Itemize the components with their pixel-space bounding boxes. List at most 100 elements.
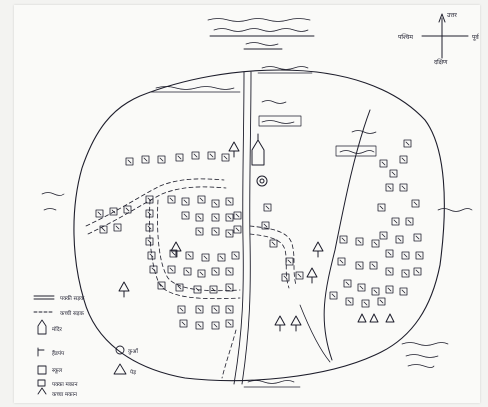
house-mark xyxy=(213,323,218,328)
tree-icon xyxy=(170,241,182,258)
legend-label-8: पेड़ xyxy=(130,369,136,376)
hamlet-label-east xyxy=(335,130,377,157)
house-icon xyxy=(225,197,234,206)
house-mark xyxy=(125,207,130,212)
area-label-upper xyxy=(258,100,302,127)
house-mark xyxy=(233,253,238,258)
house-icon xyxy=(99,225,108,234)
house-mark xyxy=(195,287,200,292)
house-mark xyxy=(213,307,218,312)
house-icon xyxy=(225,283,234,292)
house-mark xyxy=(415,235,420,240)
house-mark xyxy=(177,155,182,160)
house-icon xyxy=(405,217,414,226)
house-icon xyxy=(211,213,220,222)
house-icon xyxy=(379,159,388,168)
house-icon xyxy=(233,211,242,220)
legend-label-2: मंदिर xyxy=(52,326,63,333)
house-mark xyxy=(339,259,344,264)
house-mark xyxy=(147,225,152,230)
house-icon xyxy=(261,221,270,230)
house-mark xyxy=(401,289,406,294)
legend-label-1: कच्ची सड़क xyxy=(60,310,85,317)
house-mark xyxy=(373,241,378,246)
house-mark xyxy=(283,275,288,280)
house-mark xyxy=(387,185,392,190)
house-icon xyxy=(145,223,154,232)
house-icon xyxy=(207,151,216,160)
house-icon xyxy=(385,285,394,294)
house-icon xyxy=(357,283,366,292)
house-icon xyxy=(385,183,394,192)
house-icon xyxy=(157,155,166,164)
house-mark xyxy=(387,287,392,292)
house-icon xyxy=(345,297,354,306)
kachcha-lanes xyxy=(85,178,297,379)
legend-label-4: स्कूल xyxy=(52,368,62,374)
side-label-west xyxy=(41,192,65,211)
house-icon xyxy=(391,217,400,226)
house-icon xyxy=(355,261,364,270)
house-icon xyxy=(225,213,234,222)
well-icon xyxy=(256,175,268,187)
house-mark xyxy=(363,301,368,306)
house-mark xyxy=(127,159,132,164)
house-icon xyxy=(233,225,242,234)
house-mark xyxy=(227,269,232,274)
house-icon xyxy=(181,211,190,220)
legend-label-3: हैंडपंप xyxy=(52,350,65,357)
tree-icon xyxy=(306,267,318,284)
house-mark xyxy=(393,219,398,224)
hut-icon xyxy=(385,313,395,323)
house-icon xyxy=(195,213,204,222)
house-mark xyxy=(415,269,420,274)
house-mark xyxy=(183,199,188,204)
house-icon xyxy=(399,287,408,296)
house-icon xyxy=(355,237,364,246)
house-mark xyxy=(379,205,384,210)
house-icon xyxy=(147,251,156,260)
house-mark xyxy=(391,171,396,176)
house-icon xyxy=(281,273,290,282)
house-icon xyxy=(145,209,154,218)
house-icon xyxy=(217,253,226,262)
legend-label-5: पक्का मकान xyxy=(52,382,78,388)
house-mark xyxy=(401,185,406,190)
house-mark xyxy=(149,253,154,258)
tree-icon xyxy=(312,241,324,258)
hut-icon xyxy=(357,313,367,323)
house-mark xyxy=(115,225,120,230)
house-mark xyxy=(401,157,406,162)
house-icon xyxy=(389,169,398,178)
house-mark xyxy=(197,307,202,312)
house-mark xyxy=(227,215,232,220)
legend-label-6: कच्चा मकान xyxy=(52,392,78,398)
house-icon xyxy=(399,183,408,192)
house-mark xyxy=(203,255,208,260)
house-icon xyxy=(179,319,188,328)
house-mark xyxy=(413,201,418,206)
house-mark xyxy=(227,321,232,326)
house-mark xyxy=(381,233,386,238)
house-mark xyxy=(181,321,186,326)
compass-north: उत्तर xyxy=(447,12,457,19)
house-mark xyxy=(287,259,292,264)
house-icon xyxy=(413,267,422,276)
house-mark xyxy=(403,271,408,276)
house-icon xyxy=(123,205,132,214)
house-icon xyxy=(195,227,204,236)
house-icon xyxy=(167,195,176,204)
tree-icon xyxy=(118,281,130,298)
house-icon xyxy=(125,157,134,166)
house-mark xyxy=(213,229,218,234)
houses-east xyxy=(329,139,424,308)
house-icon xyxy=(211,267,220,276)
house-mark xyxy=(169,197,174,202)
house-icon xyxy=(95,209,104,218)
house-icon xyxy=(399,155,408,164)
house-icon xyxy=(109,207,118,216)
house-mark xyxy=(223,155,228,160)
house-icon xyxy=(329,291,338,300)
temple-icon xyxy=(251,133,265,166)
